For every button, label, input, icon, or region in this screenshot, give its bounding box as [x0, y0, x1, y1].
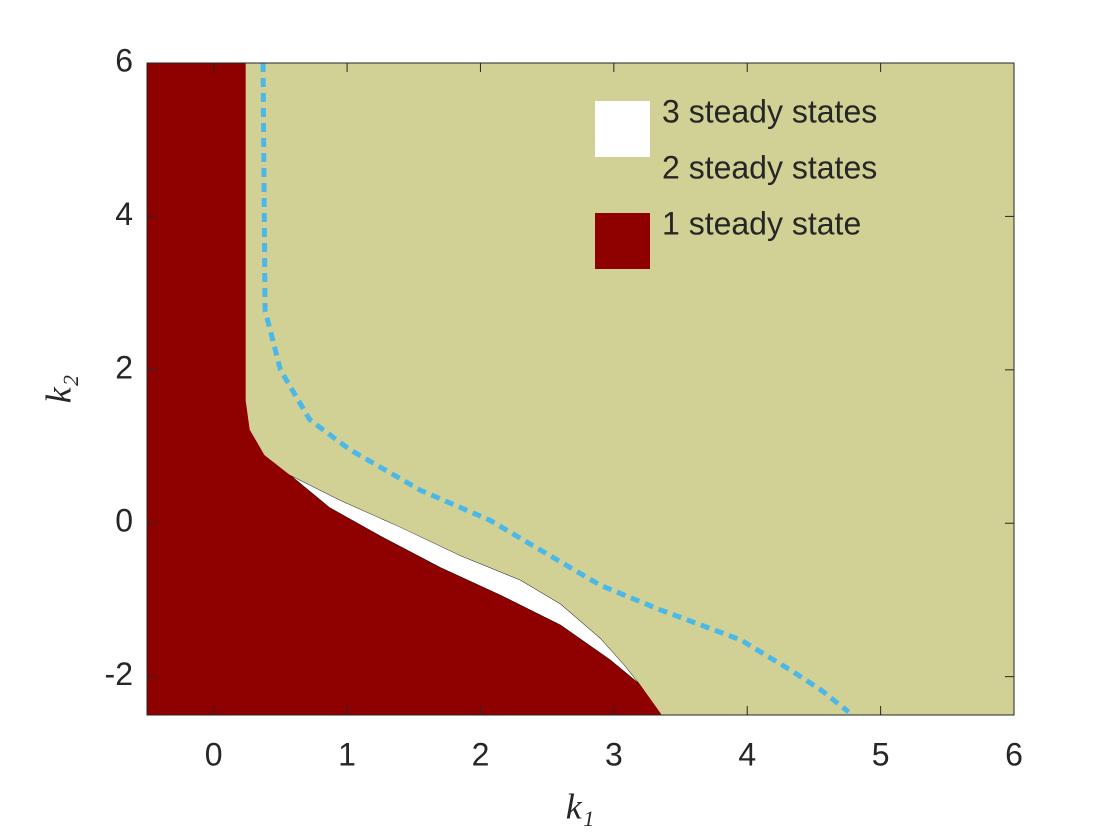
y-tick-label: 0	[115, 503, 133, 539]
y-tick-label: -2	[105, 656, 133, 692]
legend-swatch	[595, 213, 650, 269]
legend-swatch	[595, 101, 650, 157]
region	[245, 63, 1015, 715]
y-axis-label: k₂	[38, 375, 78, 404]
legend-label: 1 steady state	[662, 205, 861, 241]
plot-frame	[146, 62, 1015, 716]
region	[147, 63, 662, 715]
legend-swatch	[595, 157, 650, 213]
y-tick-label: 6	[115, 42, 133, 78]
x-tick-label: 3	[605, 736, 623, 772]
legend-label: 3 steady states	[662, 93, 877, 129]
x-axis-label: k₁	[566, 786, 595, 826]
x-tick-label: 6	[1005, 736, 1023, 772]
y-tick-label: 2	[115, 349, 133, 385]
x-tick-label: 4	[738, 736, 756, 772]
legend-label: 2 steady states	[662, 149, 877, 185]
x-tick-label: 1	[338, 736, 356, 772]
y-tick-label: 4	[115, 196, 133, 232]
x-tick-label: 5	[872, 736, 890, 772]
x-tick-label: 2	[472, 736, 490, 772]
boundary-line	[260, 62, 851, 714]
x-tick-label: 0	[205, 736, 223, 772]
